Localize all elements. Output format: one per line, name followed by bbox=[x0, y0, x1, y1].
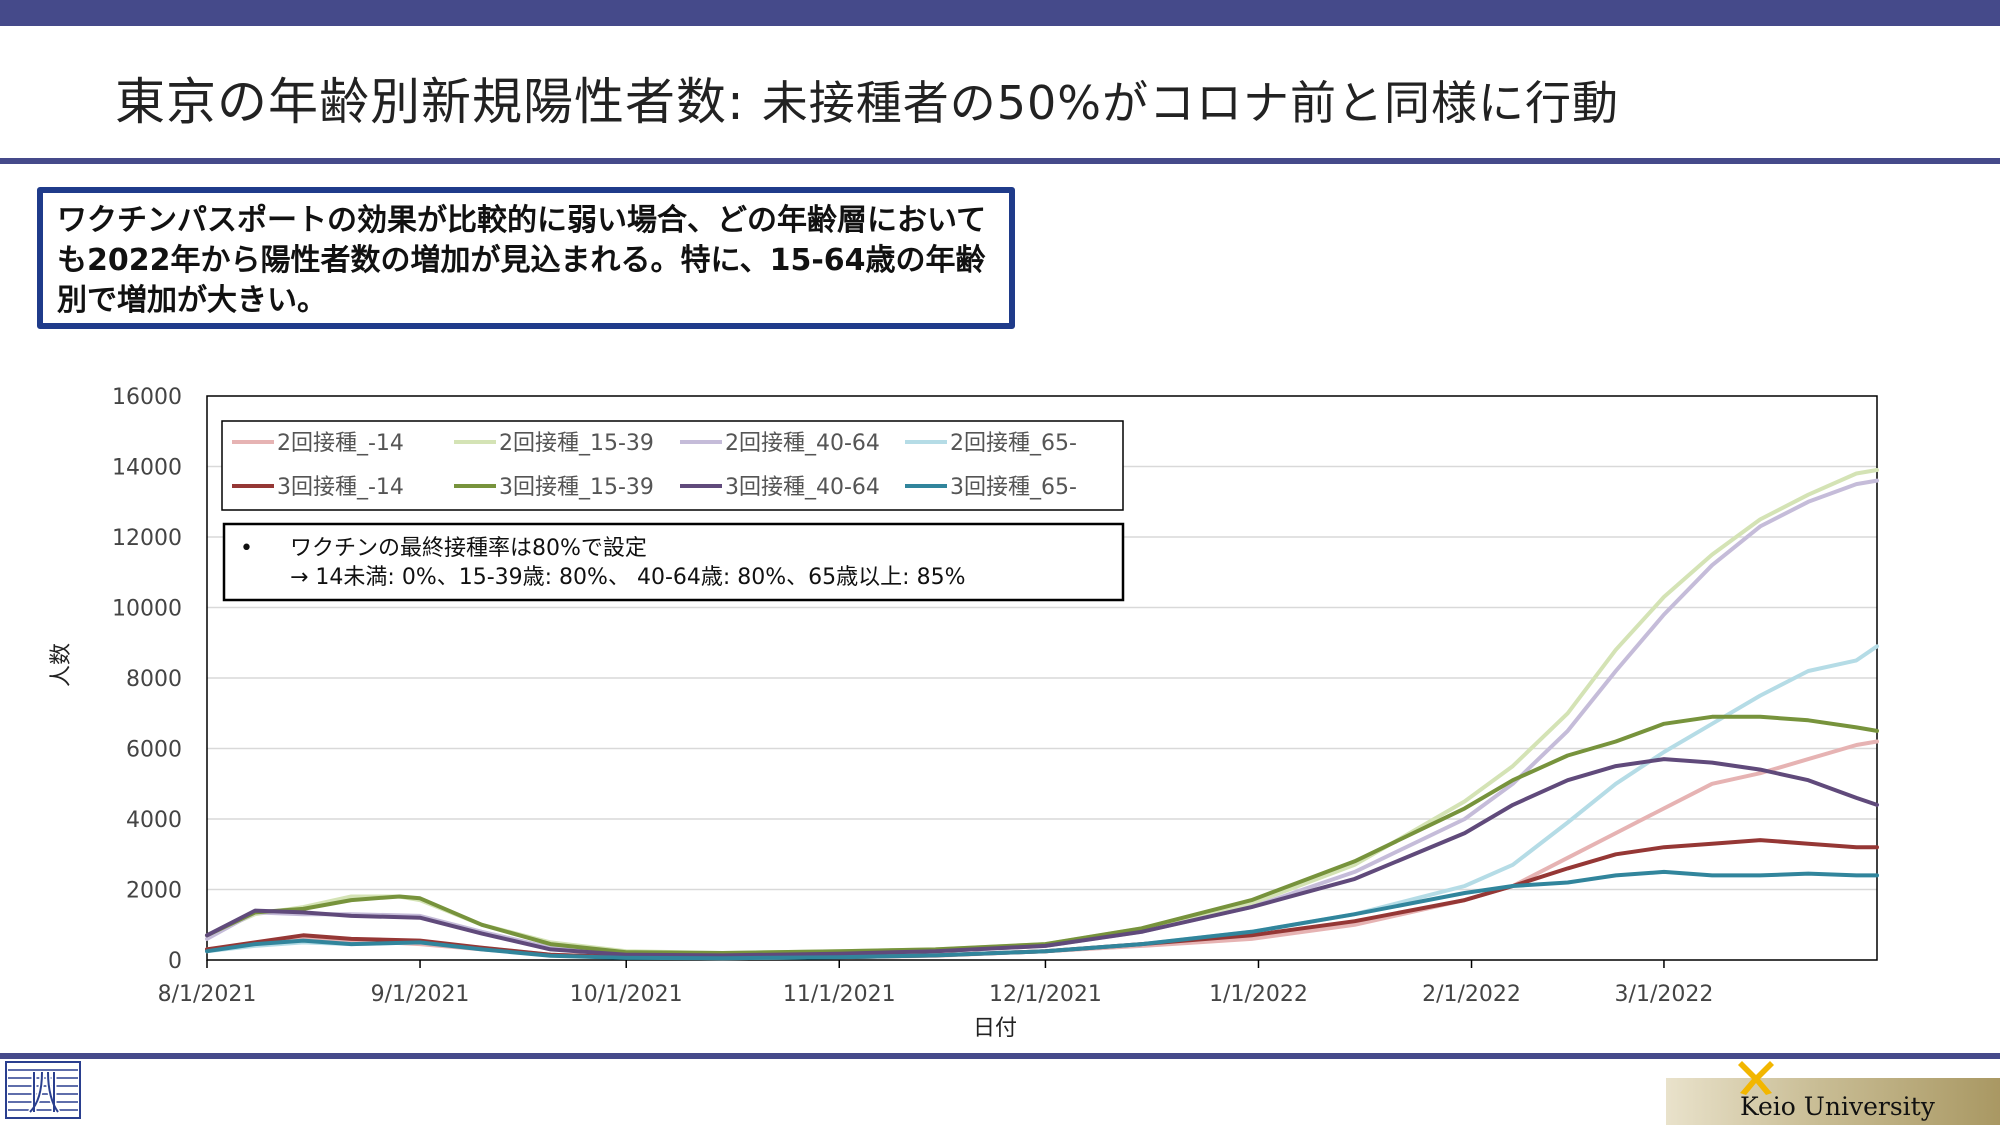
legend-label: 2回接種_-14 bbox=[277, 431, 404, 456]
title-main: 東京の年齢別新規陽性者数: bbox=[115, 73, 762, 131]
x-tick-label: 11/1/2021 bbox=[783, 982, 896, 1007]
notes-line-2: → 14未満: 0%、15-39歳: 80%、 40-64歳: 80%、65歳以… bbox=[290, 565, 965, 590]
legend-label: 2回接種_65- bbox=[950, 431, 1077, 456]
university-name: Keio University bbox=[1740, 1092, 1935, 1121]
notes-bullet: • bbox=[240, 536, 253, 561]
keio-pen-emblem-icon bbox=[1738, 1061, 1774, 1095]
callout-box: ワクチンパスポートの効果が比較的に弱い場合、どの年齢層においても2022年から陽… bbox=[37, 187, 1015, 329]
x-tick-label: 12/1/2021 bbox=[989, 982, 1102, 1007]
y-tick-label: 0 bbox=[168, 949, 182, 974]
legend-frame bbox=[221, 420, 1124, 511]
x-tick-label: 10/1/2021 bbox=[570, 982, 683, 1007]
x-tick-label: 2/1/2022 bbox=[1422, 982, 1521, 1007]
title-sub: 未接種者の50%がコロナ前と同様に行動 bbox=[761, 76, 1619, 130]
x-axis-label: 日付 bbox=[973, 1016, 1017, 1041]
legend-label: 3回接種_65- bbox=[950, 475, 1077, 500]
notes-box: • ワクチンの最終接種率は80%で設定 → 14未満: 0%、15-39歳: 8… bbox=[222, 522, 1125, 602]
notes-frame bbox=[222, 522, 1125, 602]
legend-label: 3回接種_-14 bbox=[277, 475, 404, 500]
page-title: 東京の年齢別新規陽性者数: 未接種者の50%がコロナ前と同様に行動 bbox=[115, 62, 1619, 132]
notes-line-1: ワクチンの最終接種率は80%で設定 bbox=[290, 536, 647, 561]
title-divider bbox=[0, 158, 2000, 164]
plot-area-frame bbox=[206, 395, 1878, 961]
legend-label: 3回接種_15-39 bbox=[499, 475, 654, 500]
series-line bbox=[205, 838, 1879, 960]
y-tick-label: 12000 bbox=[112, 526, 182, 551]
x-tick-label: 8/1/2021 bbox=[158, 982, 257, 1007]
y-tick-label: 16000 bbox=[112, 385, 182, 410]
y-tick-label: 2000 bbox=[126, 879, 182, 904]
legend-label: 2回接種_40-64 bbox=[725, 431, 880, 456]
series-lines bbox=[205, 468, 1879, 961]
y-axis-ticks: 0 2000 4000 6000 8000 10000 12000 14000 16000 bbox=[112, 385, 182, 974]
y-tick-label: 4000 bbox=[126, 808, 182, 833]
x-axis-ticks: 8/1/2021 9/1/2021 10/1/2021 11/1/2021 12/1/2… bbox=[158, 960, 1714, 1007]
legend-label: 3回接種_40-64 bbox=[725, 475, 880, 500]
top-bar bbox=[0, 0, 2000, 26]
x-tick-label: 3/1/2022 bbox=[1615, 982, 1714, 1007]
callout-text: ワクチンパスポートの効果が比較的に弱い場合、どの年齢層においても2022年から陽… bbox=[57, 203, 987, 318]
line-chart: 0 2000 4000 6000 8000 10000 12000 14000 16000 8/… bbox=[49, 385, 1879, 1041]
footer-divider bbox=[0, 1053, 2000, 1059]
keio-logo-bar: Keio University bbox=[1666, 1078, 2000, 1125]
y-tick-label: 8000 bbox=[126, 667, 182, 692]
y-tick-label: 10000 bbox=[112, 597, 182, 622]
y-axis-label: 人数 bbox=[49, 643, 74, 687]
legend-label: 2回接種_15-39 bbox=[499, 431, 654, 456]
legend: 2回接種_-14 2回接種_15-39 2回接種_40-64 2回接種_65- 3回接種… bbox=[221, 420, 1124, 511]
y-tick-label: 6000 bbox=[126, 738, 182, 763]
series-line bbox=[205, 869, 1879, 961]
institute-logo bbox=[5, 1061, 81, 1119]
series-line bbox=[205, 714, 1879, 955]
y-tick-label: 14000 bbox=[112, 456, 182, 481]
x-tick-label: 1/1/2022 bbox=[1209, 982, 1308, 1007]
series-line bbox=[205, 757, 1879, 958]
x-tick-label: 9/1/2021 bbox=[371, 982, 470, 1007]
series-line bbox=[205, 644, 1879, 961]
